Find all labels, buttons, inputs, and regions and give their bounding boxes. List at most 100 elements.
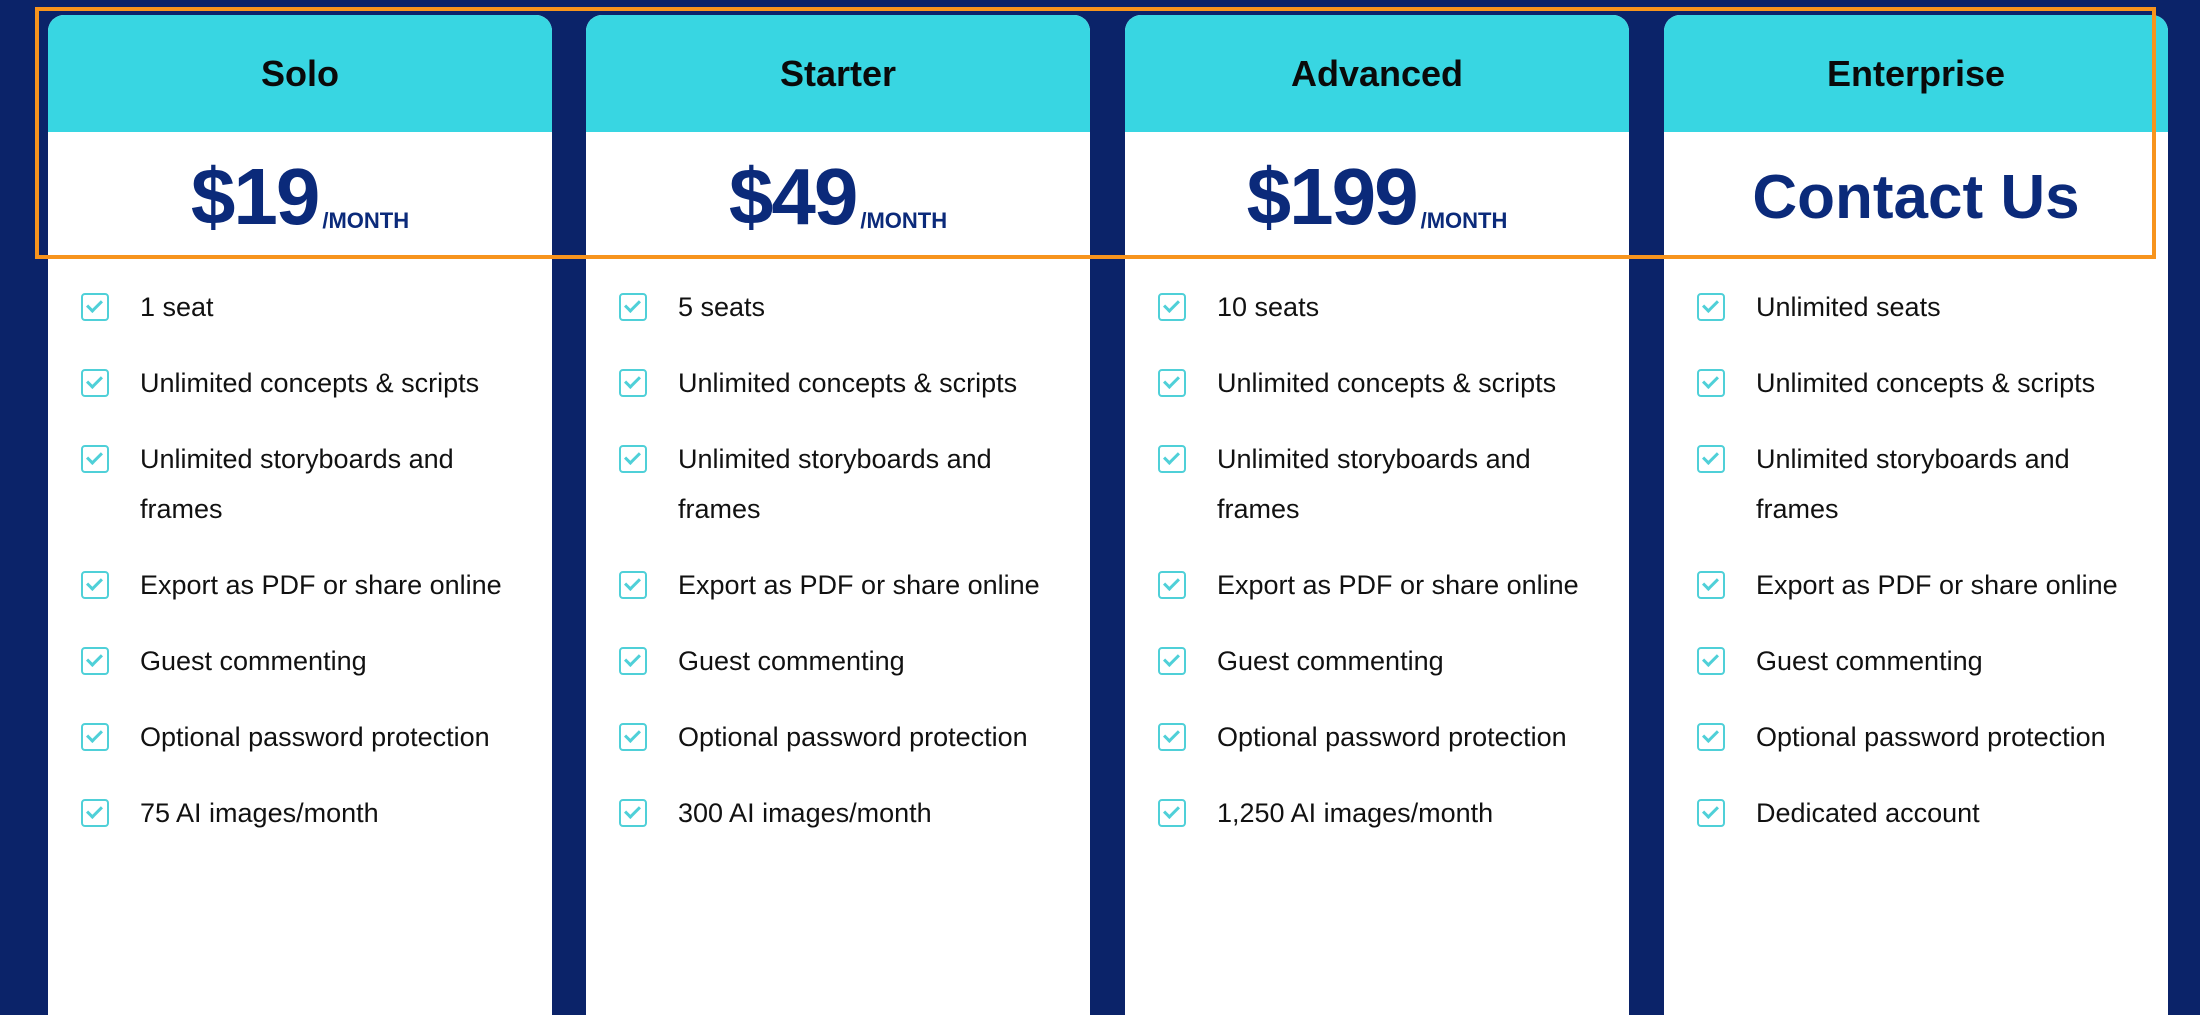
plan-name: Solo xyxy=(48,15,552,132)
plan-card-starter: Starter $49/MONTH 5 seats Unlimited conce… xyxy=(586,15,1090,1015)
checkbox-checked-icon xyxy=(1158,647,1186,675)
feature-item: Export as PDF or share online xyxy=(619,560,1090,610)
plan-price-area: $49/MONTH xyxy=(586,132,1090,262)
checkbox-checked-icon xyxy=(1697,369,1725,397)
feature-text: Guest commenting xyxy=(1217,646,1444,676)
feature-item: Unlimited concepts & scripts xyxy=(1697,358,2168,408)
plan-card-advanced: Advanced $199/MONTH 10 seats Unlimited co… xyxy=(1125,15,1629,1015)
checkbox-checked-icon xyxy=(619,369,647,397)
plan-price-area: $199/MONTH xyxy=(1125,132,1629,262)
checkbox-checked-icon xyxy=(81,571,109,599)
checkbox-checked-icon xyxy=(81,369,109,397)
checkbox-checked-icon xyxy=(1158,723,1186,751)
plan-period: /MONTH xyxy=(322,208,410,233)
checkbox-checked-icon xyxy=(1697,799,1725,827)
feature-list: Unlimited seats Unlimited concepts & scri… xyxy=(1664,262,2168,838)
feature-text: 1 seat xyxy=(140,292,214,322)
feature-item: Optional password protection xyxy=(1697,712,2168,762)
plan-name: Starter xyxy=(586,15,1090,132)
checkbox-checked-icon xyxy=(1158,799,1186,827)
feature-text: Optional password protection xyxy=(1756,722,2106,752)
checkbox-checked-icon xyxy=(619,647,647,675)
feature-item: Unlimited concepts & scripts xyxy=(619,358,1090,408)
plan-name: Advanced xyxy=(1125,15,1629,132)
feature-text: Export as PDF or share online xyxy=(1756,570,2118,600)
feature-text: 75 AI images/month xyxy=(140,798,379,828)
feature-item: Unlimited storyboards and frames xyxy=(81,434,552,534)
feature-item: Optional password protection xyxy=(619,712,1090,762)
contact-us-link[interactable]: Contact Us xyxy=(1752,162,2080,232)
checkbox-checked-icon xyxy=(1158,369,1186,397)
checkbox-checked-icon xyxy=(619,799,647,827)
feature-text: Dedicated account xyxy=(1756,798,1980,828)
feature-item: 1,250 AI images/month xyxy=(1158,788,1629,838)
feature-text: Unlimited seats xyxy=(1756,292,1941,322)
feature-item: Unlimited concepts & scripts xyxy=(1158,358,1629,408)
checkbox-checked-icon xyxy=(81,647,109,675)
feature-item: Unlimited storyboards and frames xyxy=(1158,434,1629,534)
feature-item: Guest commenting xyxy=(619,636,1090,686)
feature-text: Unlimited concepts & scripts xyxy=(1217,368,1557,398)
checkbox-checked-icon xyxy=(1697,571,1725,599)
feature-item: Export as PDF or share online xyxy=(1697,560,2168,610)
feature-text: Export as PDF or share online xyxy=(140,570,502,600)
feature-item: Guest commenting xyxy=(81,636,552,686)
checkbox-checked-icon xyxy=(81,293,109,321)
feature-text: Optional password protection xyxy=(140,722,490,752)
plan-card-solo: Solo $19/MONTH 1 seat Unlimited concepts … xyxy=(48,15,552,1015)
feature-text: Unlimited storyboards and frames xyxy=(678,444,992,524)
feature-item: Optional password protection xyxy=(81,712,552,762)
plan-price: $199 xyxy=(1246,152,1419,241)
feature-list: 10 seats Unlimited concepts & scripts Unli… xyxy=(1125,262,1629,838)
checkbox-checked-icon xyxy=(1158,445,1186,473)
plan-card-enterprise: Enterprise Contact Us Unlimited seats Unl… xyxy=(1664,15,2168,1015)
checkbox-checked-icon xyxy=(619,445,647,473)
checkbox-checked-icon xyxy=(1158,571,1186,599)
feature-text: 1,250 AI images/month xyxy=(1217,798,1494,828)
feature-text: Optional password protection xyxy=(1217,722,1567,752)
feature-item: 300 AI images/month xyxy=(619,788,1090,838)
checkbox-checked-icon xyxy=(1697,445,1725,473)
feature-text: Guest commenting xyxy=(678,646,905,676)
feature-text: Unlimited concepts & scripts xyxy=(1756,368,2096,398)
feature-item: Guest commenting xyxy=(1697,636,2168,686)
feature-text: 5 seats xyxy=(678,292,766,322)
checkbox-checked-icon xyxy=(1697,293,1725,321)
checkbox-checked-icon xyxy=(1158,293,1186,321)
checkbox-checked-icon xyxy=(1697,647,1725,675)
feature-text: Unlimited storyboards and frames xyxy=(1756,444,2070,524)
feature-text: 300 AI images/month xyxy=(678,798,932,828)
checkbox-checked-icon xyxy=(81,799,109,827)
feature-item: 75 AI images/month xyxy=(81,788,552,838)
feature-text: Unlimited concepts & scripts xyxy=(140,368,480,398)
feature-text: Guest commenting xyxy=(1756,646,1983,676)
checkbox-checked-icon xyxy=(619,293,647,321)
feature-item: Dedicated account xyxy=(1697,788,2168,838)
feature-text: Optional password protection xyxy=(678,722,1028,752)
feature-item: Unlimited concepts & scripts xyxy=(81,358,552,408)
feature-item: 5 seats xyxy=(619,282,1090,332)
feature-item: 10 seats xyxy=(1158,282,1629,332)
checkbox-checked-icon xyxy=(1697,723,1725,751)
plan-price-area: Contact Us xyxy=(1664,132,2168,262)
feature-item: Export as PDF or share online xyxy=(81,560,552,610)
feature-item: 1 seat xyxy=(81,282,552,332)
plan-price: $49 xyxy=(728,152,858,241)
feature-item: Optional password protection xyxy=(1158,712,1629,762)
feature-text: Unlimited concepts & scripts xyxy=(678,368,1018,398)
feature-list: 5 seats Unlimited concepts & scripts Unlim… xyxy=(586,262,1090,838)
feature-text: 10 seats xyxy=(1217,292,1320,322)
checkbox-checked-icon xyxy=(81,723,109,751)
feature-item: Unlimited storyboards and frames xyxy=(1697,434,2168,534)
checkbox-checked-icon xyxy=(619,571,647,599)
feature-text: Unlimited storyboards and frames xyxy=(1217,444,1531,524)
checkbox-checked-icon xyxy=(619,723,647,751)
feature-text: Guest commenting xyxy=(140,646,367,676)
feature-item: Unlimited storyboards and frames xyxy=(619,434,1090,534)
feature-list: 1 seat Unlimited concepts & scripts Unlimi… xyxy=(48,262,552,838)
feature-item: Guest commenting xyxy=(1158,636,1629,686)
feature-text: Export as PDF or share online xyxy=(678,570,1040,600)
plan-price: $19 xyxy=(190,152,320,241)
plan-price-area: $19/MONTH xyxy=(48,132,552,262)
feature-text: Unlimited storyboards and frames xyxy=(140,444,454,524)
